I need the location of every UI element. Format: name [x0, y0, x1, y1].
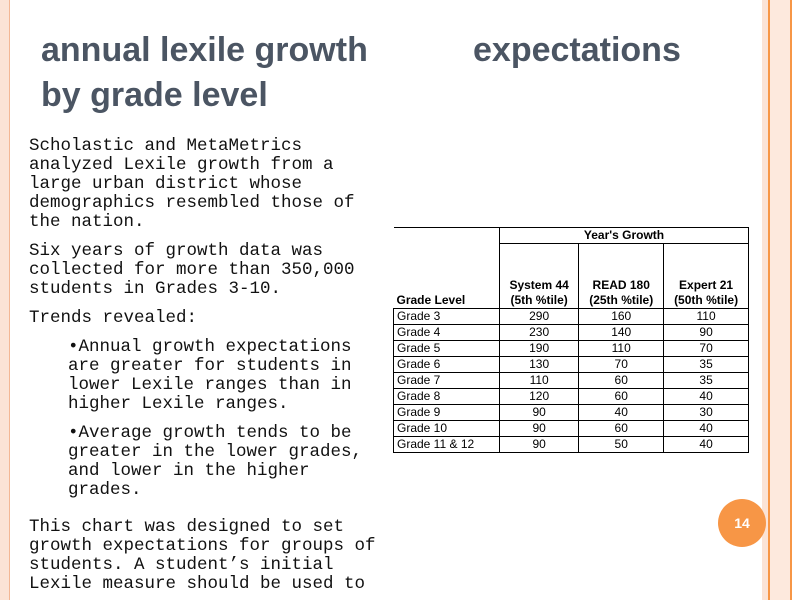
table-row: Grade 5 190 110 70 — [393, 340, 749, 357]
grade-cell: Grade 11 & 12 — [393, 436, 500, 453]
right-stripe — [790, 0, 792, 600]
body-text: Scholastic and MetaMetrics analyzed Lexi… — [29, 137, 389, 600]
title: annual lexile growth — [41, 31, 368, 69]
column-name: System 44 — [509, 278, 569, 292]
table-row: Grade 4 230 140 90 — [393, 324, 749, 341]
paragraph: Six years of growth data was collected f… — [29, 241, 355, 299]
header-cell: Grade Level — [393, 227, 500, 309]
value-cell: 40 — [578, 404, 665, 421]
grade-cell: Grade 10 — [393, 420, 500, 437]
bullet: Annual growth expectations are greater f… — [68, 338, 389, 414]
value-cell: 290 — [498, 308, 580, 325]
paragraph: Scholastic and MetaMetrics analyzed Lexi… — [29, 137, 355, 232]
grade-cell: Grade 4 — [393, 324, 500, 341]
value-cell: 40 — [663, 436, 749, 453]
value-cell: 110 — [663, 308, 749, 325]
value-cell: 70 — [578, 356, 665, 373]
paragraph: Trends revealed: — [29, 308, 198, 328]
table-row: Grade 6 130 70 35 — [393, 356, 749, 373]
value-cell: 90 — [498, 436, 580, 453]
group-header: Year's Growth — [499, 227, 749, 244]
growth-table: Grade Level Year's Growth System 44 (5th … — [393, 227, 749, 453]
bullet-list: Annual growth expectations are greater f… — [29, 338, 389, 500]
title: expectations — [473, 31, 681, 69]
value-cell: 110 — [578, 340, 665, 357]
right-stripe — [762, 0, 768, 600]
table-body: Grade 3 290 160 110 Grade 4 230 140 90 Grade 5 19… — [393, 308, 749, 453]
header-cell: READ 180 (25th %tile) — [578, 243, 665, 309]
value-cell: 230 — [498, 324, 580, 341]
value-cell: 90 — [663, 324, 749, 341]
grade-cell: Grade 3 — [393, 308, 500, 325]
title: by grade level — [41, 76, 268, 114]
column-name: Expert 21 — [679, 278, 734, 292]
value-cell: 130 — [498, 356, 580, 373]
value-cell: 50 — [578, 436, 665, 453]
grade-cell: Grade 9 — [393, 404, 500, 421]
table-row: Grade 7 110 60 35 — [393, 372, 749, 389]
column-subtitle: (25th %tile) — [589, 293, 654, 307]
value-cell: 40 — [663, 388, 749, 405]
value-cell: 90 — [498, 404, 580, 421]
header-cell: Expert 21 (50th %tile) — [663, 243, 749, 309]
value-cell: 70 — [663, 340, 749, 357]
grade-cell: Grade 8 — [393, 388, 500, 405]
column-subtitle: (5th %tile) — [510, 293, 568, 307]
header-row: Grade Level Year's Growth — [393, 227, 749, 309]
header-cell: System 44 (5th %tile) — [498, 243, 580, 309]
value-cell: 35 — [663, 356, 749, 373]
value-cell: 60 — [578, 388, 665, 405]
column-name: READ 180 — [592, 278, 650, 292]
bullet: Average growth tends to be greater in th… — [68, 424, 389, 500]
table-row: Grade 11 & 12 90 50 40 — [393, 436, 749, 453]
value-cell: 40 — [663, 420, 749, 437]
value-cell: 190 — [498, 340, 580, 357]
paragraph: This chart was designed to set growth ex… — [29, 517, 376, 594]
table-row: Grade 10 90 60 40 — [393, 420, 749, 437]
page-number: 14 — [718, 499, 766, 547]
value-cell: 90 — [498, 420, 580, 437]
header-row: System 44 (5th %tile) READ 180 (25th %tile)… — [394, 243, 749, 309]
value-cell: 35 — [663, 372, 749, 389]
value-cell: 120 — [498, 388, 580, 405]
value-cell: 30 — [663, 404, 749, 421]
grade-cell: Grade 6 — [393, 356, 500, 373]
column-subtitle: (50th %tile) — [674, 293, 739, 307]
left-stripe — [0, 0, 10, 600]
table-row: Grade 8 120 60 40 — [393, 388, 749, 405]
value-cell: 110 — [498, 372, 580, 389]
table-row: Grade 9 90 40 30 — [393, 404, 749, 421]
right-stripe — [768, 0, 770, 600]
value-cell: 60 — [578, 420, 665, 437]
value-cell: 60 — [578, 372, 665, 389]
value-cell: 160 — [578, 308, 665, 325]
table-row: Grade 3 290 160 110 — [393, 308, 749, 325]
value-cell: 140 — [578, 324, 665, 341]
grade-cell: Grade 5 — [393, 340, 500, 357]
right-stripe — [770, 0, 790, 600]
grade-cell: Grade 7 — [393, 372, 500, 389]
table-head: Grade Level Year's Growth System 44 (5th … — [393, 227, 749, 309]
